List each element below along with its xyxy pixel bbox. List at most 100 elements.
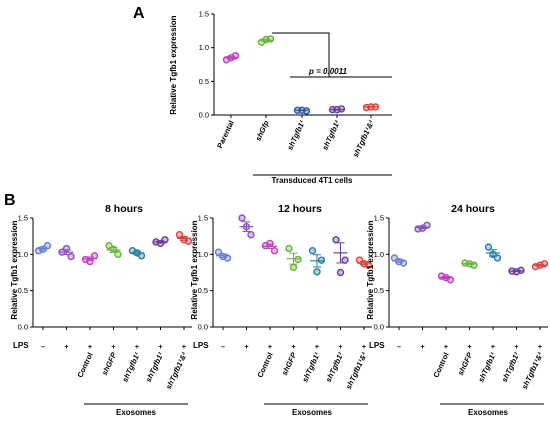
- y-tick-label: 0.0: [198, 323, 208, 332]
- y-ticks: 0.0 0.5 1.0 1.5: [198, 214, 208, 332]
- data-point: [442, 273, 450, 282]
- x-tick-label: shTgfb1¹&²: [520, 351, 545, 391]
- data-point: [367, 103, 375, 111]
- lps-sign: +: [467, 342, 472, 351]
- transduced-group-label: Transduced 4T1 cells: [272, 176, 353, 185]
- panel-a-yticks: 0.0 0.5 1.0 1.5: [199, 10, 209, 120]
- lps-sign: +: [244, 342, 249, 351]
- data-point: [39, 245, 47, 253]
- lps-sign: +: [111, 342, 116, 351]
- exosomes-label: Exosomes: [116, 408, 157, 417]
- data-point: [395, 257, 403, 266]
- chart-title: 8 hours: [105, 203, 143, 215]
- lps-sign: –: [41, 342, 45, 351]
- data-point: [156, 239, 165, 248]
- data-point: [67, 252, 75, 261]
- data-point: [262, 35, 270, 44]
- data-point: [489, 250, 497, 259]
- data-point: [180, 236, 188, 244]
- lps-sign: +: [135, 342, 140, 351]
- data-point: [238, 214, 246, 222]
- data-point: [247, 231, 255, 239]
- panel-a-xlabels: Parental shGfp shTgfb1¹ shTgfb1² shTgfb1…: [215, 119, 376, 159]
- panel-b-24h-chart: 24 hours Relative Tgfb1 expression 0.0 0…: [366, 203, 549, 417]
- x-tick-label: shTgfb1²: [320, 119, 342, 152]
- data-point: [298, 106, 306, 114]
- y-tick-label: 1.0: [374, 250, 384, 259]
- y-ticks: 0.0 0.5 1.0 1.5: [18, 214, 28, 332]
- data-point: [285, 244, 293, 253]
- lps-sign: +: [88, 342, 93, 351]
- x-tick-label: shTgfb1¹&²: [164, 351, 189, 391]
- data-point: [289, 263, 298, 272]
- lps-sign: +: [315, 342, 320, 351]
- x-tick-label: shTgfb1²: [500, 351, 522, 384]
- lps-label: LPS: [193, 341, 209, 350]
- data-point: [336, 268, 345, 277]
- x-tick-label: Control: [255, 351, 274, 379]
- x-tick-label: shGFP: [100, 350, 119, 377]
- data-point: [175, 231, 184, 239]
- exosomes-label: Exosomes: [468, 408, 509, 417]
- data-point: [341, 256, 349, 264]
- y-tick-label: 0.5: [374, 286, 384, 295]
- x-tick-label: shTgfb1²: [324, 351, 346, 384]
- y-tick-label: 0.5: [18, 286, 28, 295]
- x-tick-label: shTgfb1¹&²: [344, 351, 369, 391]
- y-axis-label: Relative Tgfb1 expression: [366, 220, 375, 319]
- lps-sign: +: [338, 342, 343, 351]
- lps-sign: +: [291, 342, 296, 351]
- x-tick-label: shGfp: [253, 119, 270, 143]
- panel-a-chart: Relative Tgfb1 expression 0.0 0.5 1.0 1.…: [169, 10, 392, 185]
- data-point: [227, 54, 235, 62]
- x-tick-label: Control: [75, 351, 94, 379]
- lps-sign: –: [397, 342, 401, 351]
- y-tick-label: 1.5: [198, 214, 208, 223]
- x-tick-label: shTgfb1¹: [300, 351, 322, 384]
- y-ticks: 0.0 0.5 1.0 1.5: [374, 214, 384, 332]
- x-tick-label: shTgfb1¹: [285, 119, 307, 152]
- y-tick-label: 0.5: [198, 286, 208, 295]
- panel-a-ylabel: Relative Tgfb1 expression: [169, 15, 178, 114]
- data-point: [133, 249, 141, 257]
- panel-b-12h-chart: 12 hours Relative Tgfb1 expression 0.0 0…: [190, 203, 373, 417]
- x-tick-label: shTgfb1¹&²: [351, 119, 376, 159]
- y-tick-label: 1.0: [198, 250, 208, 259]
- y-tick-label: 1.5: [374, 214, 384, 223]
- y-tick-label: 1.5: [18, 214, 28, 223]
- lps-row: – + + + + + +: [41, 342, 187, 351]
- data-point: [418, 224, 427, 232]
- chart-title: 24 hours: [451, 203, 495, 215]
- data-point: [90, 252, 99, 260]
- x-tick-label: shTgfb1¹: [120, 351, 142, 384]
- chart-title: 12 hours: [278, 203, 322, 215]
- y-tick-label: 0.0: [374, 323, 384, 332]
- significance-bracket: [272, 32, 330, 77]
- x-tick-label: shTgfb1²: [144, 351, 166, 384]
- panel-b-letter: B: [4, 192, 16, 209]
- lps-sign: +: [538, 342, 543, 351]
- data-point: [109, 245, 118, 253]
- panel-a-letter: A: [133, 5, 145, 22]
- x-tick-label: shGFP: [456, 350, 475, 377]
- lps-sign: +: [514, 342, 519, 351]
- data-point: [270, 246, 279, 255]
- x-tick-label: shTgfb1¹: [476, 351, 498, 384]
- data-point: [333, 105, 341, 114]
- y-axis-label: Relative Tgfb1 expression: [190, 220, 199, 319]
- y-tick-label: 0.0: [199, 111, 209, 120]
- data-point: [308, 246, 317, 255]
- exosomes-label: Exosomes: [292, 408, 333, 417]
- x-labels: Control shGFP shTgfb1¹ shTgfb1² shTgfb1¹…: [431, 350, 545, 391]
- x-tick-label: shGFP: [280, 350, 299, 377]
- x-labels: Control shGFP shTgfb1¹ shTgfb1² shTgfb1¹…: [255, 350, 369, 391]
- lps-sign: +: [268, 342, 273, 351]
- lps-label: LPS: [369, 341, 385, 350]
- data-point: [266, 239, 274, 248]
- data-point: [214, 248, 223, 256]
- data-point: [242, 223, 251, 231]
- y-tick-label: 0.0: [18, 323, 28, 332]
- x-labels: Control shGFP shTgfb1¹ shTgfb1² shTgfb1¹…: [75, 350, 189, 391]
- y-tick-label: 1.0: [18, 250, 28, 259]
